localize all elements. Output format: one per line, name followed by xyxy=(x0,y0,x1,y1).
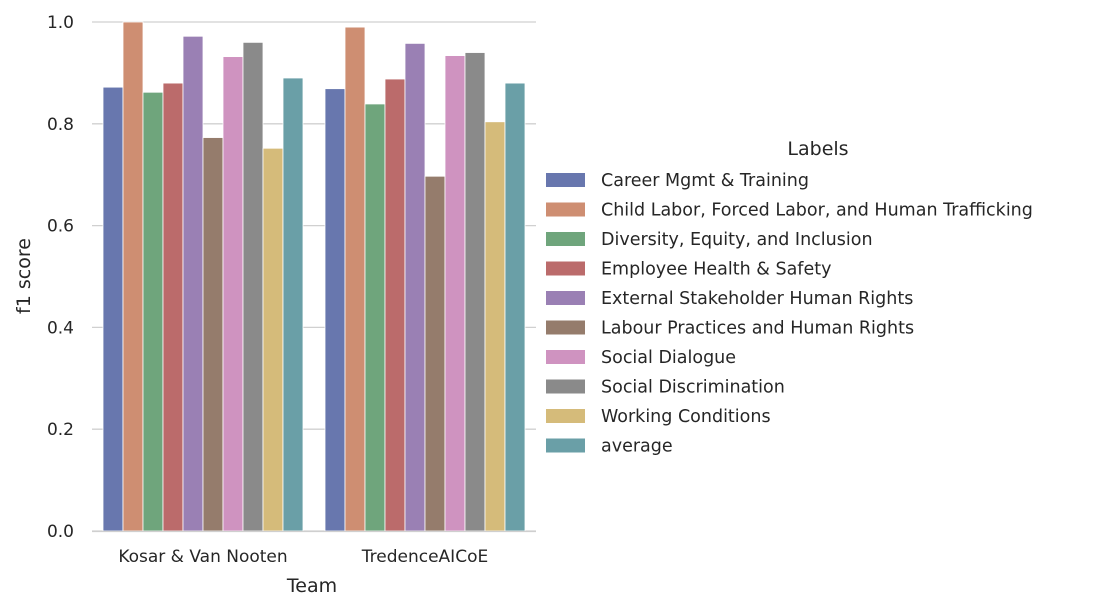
bar xyxy=(262,147,284,532)
bar xyxy=(162,82,184,532)
y-tick-label: 0.8 xyxy=(47,115,74,135)
y-tick-label: 0.6 xyxy=(47,217,74,237)
bar xyxy=(384,78,406,532)
bar xyxy=(242,41,264,532)
legend-label: average xyxy=(601,437,673,457)
legend-swatch xyxy=(546,232,585,246)
y-tick-label: 0.4 xyxy=(47,318,74,338)
legend-title: Labels xyxy=(787,138,848,160)
x-axis-title: Team xyxy=(286,575,337,596)
legend-label: Employee Health & Safety xyxy=(601,260,831,280)
bar xyxy=(344,26,366,532)
bar xyxy=(444,55,466,532)
bar xyxy=(142,91,164,532)
legend-swatch xyxy=(546,409,585,423)
legend-label: Labour Practices and Human Rights xyxy=(601,319,914,339)
legend-swatch xyxy=(546,379,585,394)
x-tick-label: Kosar & Van Nooten xyxy=(118,547,287,567)
y-tick-label: 0.0 xyxy=(47,522,74,542)
x-tick-label: TredenceAICoE xyxy=(361,547,488,567)
bar xyxy=(122,21,144,532)
y-tick-label: 0.2 xyxy=(47,420,74,440)
legend-label: Career Mgmt & Training xyxy=(601,171,809,191)
legend-swatch xyxy=(546,320,585,335)
bar xyxy=(282,77,304,532)
y-tick-label: 1.0 xyxy=(47,13,74,33)
bar xyxy=(424,175,446,532)
legend-swatch xyxy=(546,261,585,276)
bar xyxy=(324,88,346,532)
bar xyxy=(464,52,486,532)
bar xyxy=(222,56,244,532)
legend-label: External Stakeholder Human Rights xyxy=(601,289,913,309)
legend-swatch xyxy=(546,173,585,187)
legend-label: Child Labor, Forced Labor, and Human Tra… xyxy=(601,201,1033,221)
y-axis-title: f1 score xyxy=(13,238,35,314)
bar xyxy=(404,42,426,532)
legend-swatch xyxy=(546,438,585,453)
bar xyxy=(504,82,526,532)
legend-label: Working Conditions xyxy=(601,407,771,427)
legend-label: Diversity, Equity, and Inclusion xyxy=(601,230,873,250)
bar xyxy=(182,35,204,532)
legend-label: Social Dialogue xyxy=(601,348,736,368)
bar xyxy=(102,86,124,532)
legend-swatch xyxy=(546,350,585,364)
bar xyxy=(202,137,224,532)
legend-swatch xyxy=(546,291,585,305)
bar xyxy=(484,121,506,532)
legend: Labels Career Mgmt & Training Child Labor… xyxy=(546,138,1033,457)
legend-swatch xyxy=(546,202,585,217)
bar xyxy=(364,103,386,532)
legend-label: Social Discrimination xyxy=(601,378,785,398)
